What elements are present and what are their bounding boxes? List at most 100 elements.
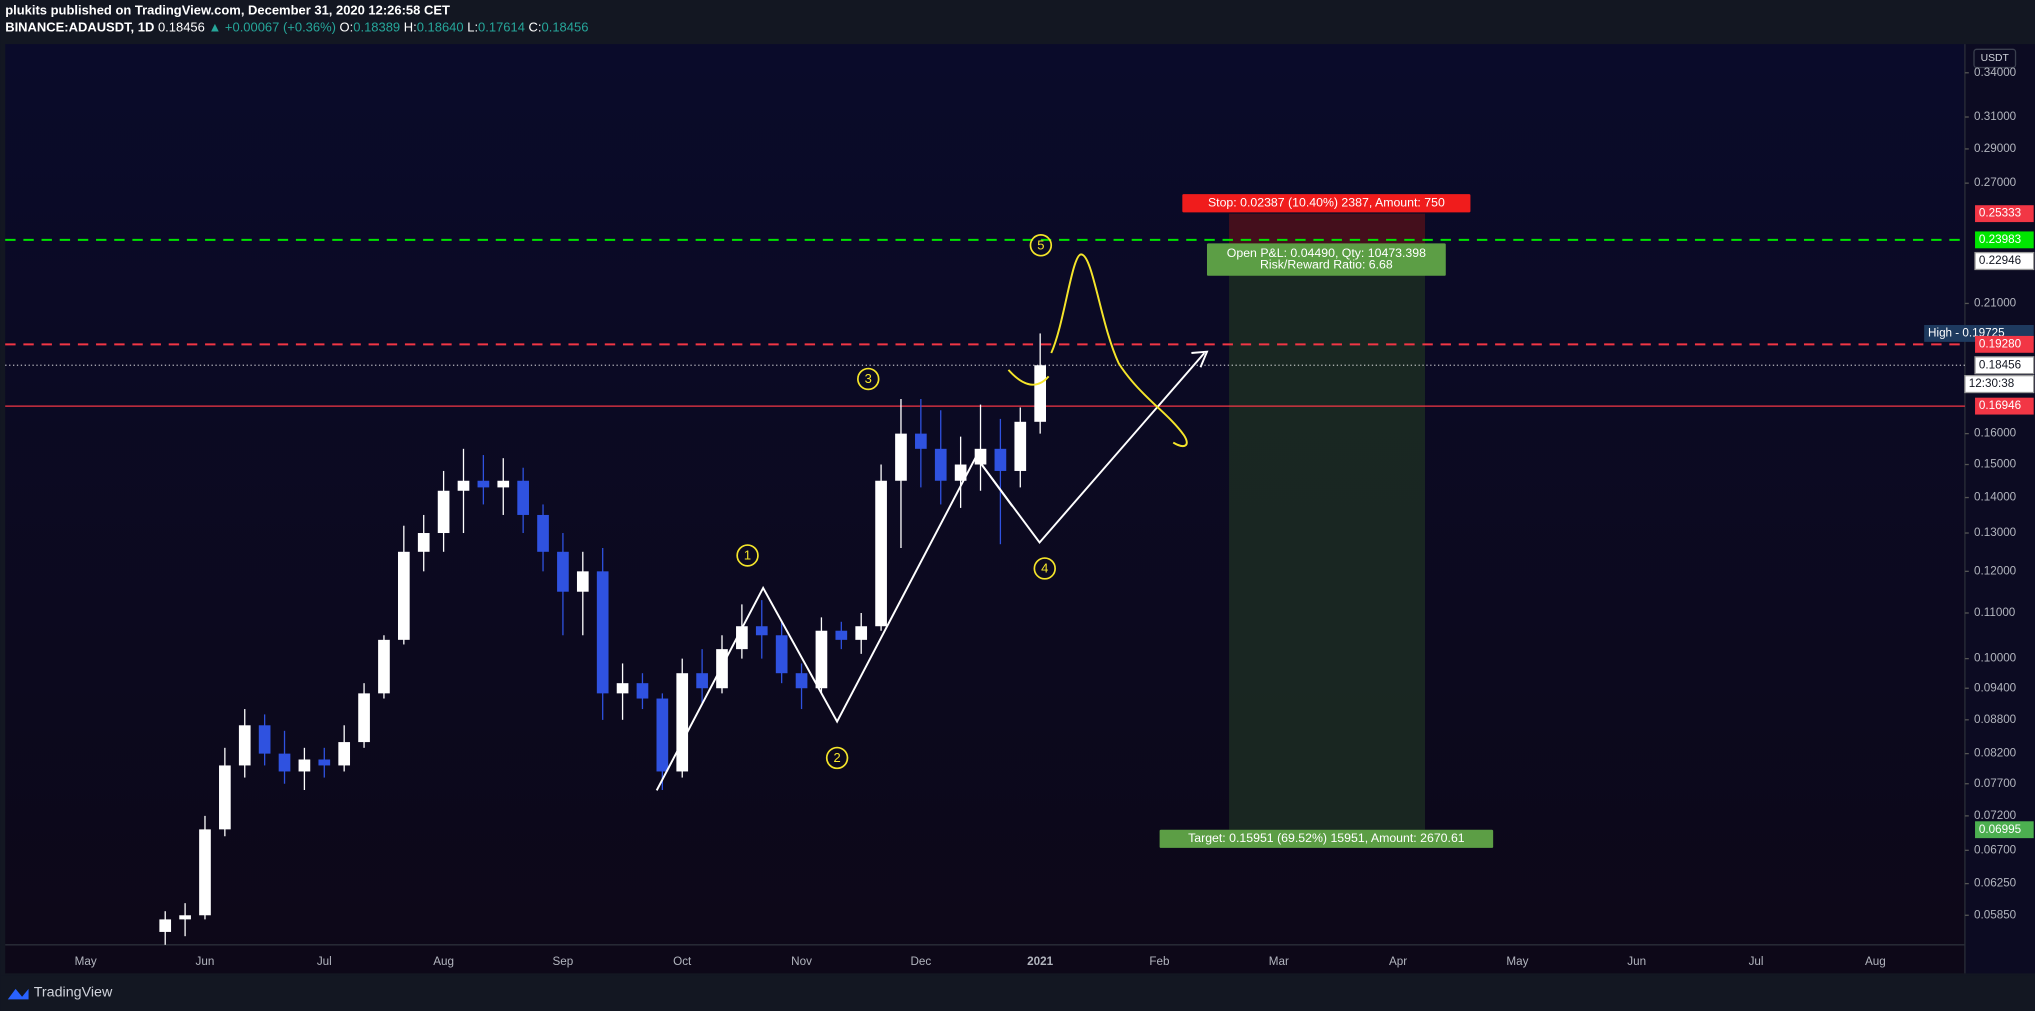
x-tick-label: May bbox=[1506, 955, 1528, 968]
candle-body bbox=[676, 673, 689, 772]
y-tick-label: 0.06700 bbox=[1974, 843, 2017, 856]
wave-label: 2 bbox=[833, 750, 840, 765]
wave-circle bbox=[736, 544, 759, 567]
candle-body bbox=[517, 480, 529, 515]
candle-body bbox=[378, 639, 390, 694]
y-tick-label: 0.15000 bbox=[1974, 458, 2017, 471]
price-badge-label: 0.23983 bbox=[1979, 233, 2021, 246]
logo bbox=[7, 988, 29, 1000]
price-badge bbox=[1975, 335, 2034, 353]
candle-body bbox=[596, 571, 609, 694]
y-tick-label: 0.31000 bbox=[1974, 110, 2017, 123]
target-zone bbox=[1229, 261, 1426, 830]
candle-body bbox=[775, 635, 788, 674]
price-badge bbox=[1975, 821, 2034, 839]
wave-circle bbox=[825, 746, 849, 770]
candle-body bbox=[457, 480, 470, 491]
y-tick-label: 0.29000 bbox=[1974, 142, 2017, 155]
stop-label-bg bbox=[1182, 194, 1471, 213]
y-tick-label: 0.21000 bbox=[1974, 297, 2017, 310]
price-badge-label: 0.18456 bbox=[1979, 358, 2021, 371]
price-badge-label: 0.19280 bbox=[1979, 337, 2022, 350]
candle-body bbox=[934, 448, 947, 481]
ohlc-value: 0.18640 bbox=[417, 20, 464, 35]
price-badge bbox=[1974, 251, 2035, 271]
x-tick-label: Nov bbox=[791, 955, 812, 968]
price-badge bbox=[1975, 205, 2034, 223]
countdown: 12:30:38 bbox=[1969, 377, 2014, 390]
candle-body bbox=[437, 490, 450, 534]
candle-body bbox=[636, 683, 649, 699]
y-tick-label: 0.08800 bbox=[1974, 713, 2017, 726]
candle-body bbox=[835, 630, 848, 640]
currency-box bbox=[1973, 48, 2017, 69]
brand: TradingView bbox=[34, 985, 113, 1001]
pnl-label: Open P&L: 0.04490, Qty: 10473.398 bbox=[1227, 246, 1426, 260]
ohlc-label: H: bbox=[404, 20, 417, 35]
drawings bbox=[655, 253, 1209, 791]
candle-body bbox=[656, 698, 669, 772]
x-tick-label: Jul bbox=[317, 955, 332, 968]
countdown-bg bbox=[1964, 374, 2035, 394]
candle-body bbox=[736, 626, 748, 650]
target-label: Target: 0.15951 (69.52%) 15951, Amount: … bbox=[1188, 831, 1465, 845]
ohlc-value: 0.17614 bbox=[478, 20, 525, 35]
price-badge-label: 0.25333 bbox=[1979, 207, 2021, 220]
x-tick-label: Jul bbox=[1749, 955, 1764, 968]
candle-body bbox=[755, 626, 768, 636]
candle-body bbox=[318, 759, 331, 766]
projection-curve bbox=[1050, 253, 1188, 447]
candle-body bbox=[417, 533, 430, 552]
candle-body bbox=[278, 753, 291, 772]
wave-circle bbox=[1029, 234, 1053, 257]
candle-body bbox=[1014, 421, 1027, 471]
price-badge-label: 0.22946 bbox=[1979, 254, 2021, 267]
candle-body bbox=[974, 448, 987, 465]
y-tick-label: 0.09400 bbox=[1974, 681, 2017, 694]
candle-body bbox=[915, 433, 927, 449]
candle-body bbox=[219, 765, 231, 830]
y-tick-label: 0.27000 bbox=[1974, 176, 2017, 189]
stop-label: Stop: 0.02387 (10.40%) 2387, Amount: 750 bbox=[1208, 196, 1445, 210]
candle-body bbox=[875, 480, 887, 627]
ohlc-label: O: bbox=[340, 20, 354, 35]
wave-line bbox=[975, 456, 1014, 507]
candle-body bbox=[1034, 365, 1047, 422]
price-badge-label: 0.16946 bbox=[1979, 399, 2021, 412]
pnl-label: Risk/Reward Ratio: 6.68 bbox=[1260, 258, 1393, 272]
candle-body bbox=[795, 673, 808, 689]
price-badge-label: 0.06995 bbox=[1979, 823, 2021, 836]
candle-body bbox=[815, 630, 828, 689]
price-badge bbox=[1975, 231, 2034, 249]
x-tick-label: Jun bbox=[196, 955, 215, 968]
x-tick-label: Mar bbox=[1269, 955, 1289, 968]
candle-body bbox=[397, 551, 410, 640]
wave-line bbox=[655, 352, 1206, 791]
x-tick-label: May bbox=[75, 955, 97, 968]
x-tick-label: Oct bbox=[673, 955, 692, 968]
candle-body bbox=[616, 683, 629, 694]
candle-body bbox=[298, 759, 311, 772]
author: plukits published on TradingView.com, De… bbox=[5, 3, 450, 18]
y-tick-label: 0.07700 bbox=[1974, 777, 2017, 790]
price-badge bbox=[1974, 356, 2035, 375]
footer bbox=[0, 975, 2035, 1011]
wave-label: 4 bbox=[1041, 561, 1048, 576]
candle-body bbox=[497, 480, 510, 488]
symbol-line: BINANCE:ADAUSDT, 1D 0.18456 ▲ +0.00067 (… bbox=[5, 20, 588, 35]
x-tick-label: Dec bbox=[910, 955, 931, 968]
x-tick-label: Jun bbox=[1627, 955, 1646, 968]
y-tick-label: 0.34000 bbox=[1974, 66, 2017, 79]
candle-body bbox=[696, 673, 708, 689]
x-tick-label: Aug bbox=[1865, 955, 1886, 968]
candle-body bbox=[557, 551, 569, 592]
wave-circle bbox=[857, 367, 880, 391]
x-tick-label: Apr bbox=[1389, 955, 1407, 968]
y-tick-label: 0.11000 bbox=[1974, 606, 2016, 619]
ohlc-label: C: bbox=[529, 20, 542, 35]
candle-body bbox=[954, 464, 967, 481]
candle-body bbox=[855, 626, 868, 640]
symbol: BINANCE:ADAUSDT, 1D bbox=[5, 20, 154, 35]
projection-curve bbox=[1007, 369, 1050, 386]
